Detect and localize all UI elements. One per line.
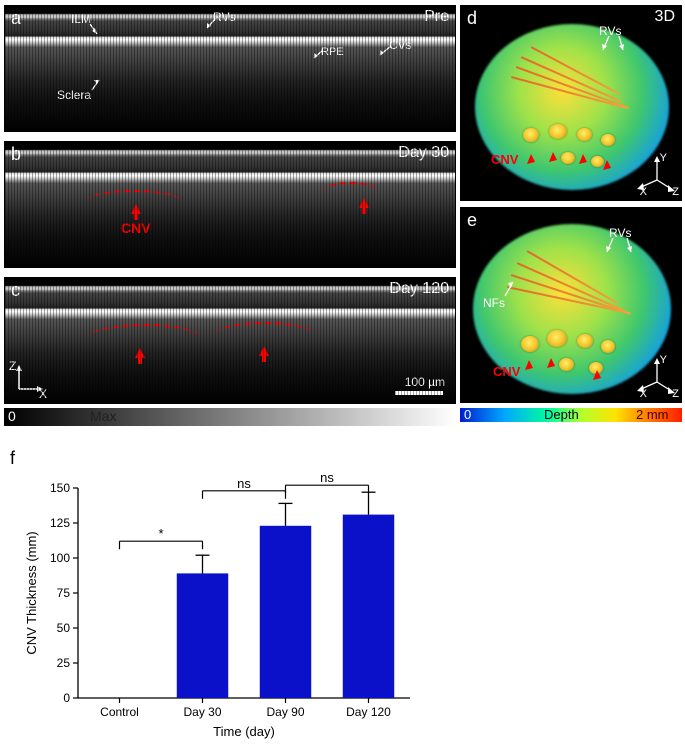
- cnv-thickness-chart: 0 25 50 75 100 125 150 CNV Thickness (mm) Contro…: [20, 460, 420, 750]
- arrow-cvs: [377, 46, 393, 60]
- panel-c-title: Day 120: [389, 280, 449, 298]
- axes-3d-d: [633, 152, 677, 196]
- cnv-arrow-b2: [357, 198, 371, 214]
- panel-a: a Pre ILM RVs RPE CVs Sclera: [4, 5, 456, 132]
- panel-c-label: c: [11, 280, 20, 301]
- panel-b-label: b: [11, 144, 21, 165]
- panel-b: b Day 30 CNV: [4, 141, 456, 268]
- annot-sclera: Sclera: [57, 88, 91, 102]
- scale-bar: [395, 391, 443, 395]
- grayscale-legend: [4, 408, 456, 426]
- svg-text:Control: Control: [100, 705, 139, 719]
- panel-a-title: Pre: [424, 8, 449, 26]
- panel-d: d 3D RVs CNV Y X Z: [460, 5, 682, 201]
- svg-text:25: 25: [57, 656, 71, 670]
- arrow-sclera: [89, 78, 103, 92]
- panel-c: c Day 120 Z X 100 µm: [4, 277, 456, 404]
- arrow-rpe: [311, 50, 325, 64]
- svg-text:125: 125: [50, 516, 70, 530]
- panel-d-title: 3D: [655, 8, 675, 26]
- cnv-arrow-c2: [257, 346, 271, 362]
- svg-text:*: *: [158, 526, 163, 541]
- axes-zx: [11, 361, 47, 397]
- annot-cnv-b: CNV: [121, 220, 151, 236]
- arrow-nfs-e: [501, 280, 517, 298]
- panel-e-label: e: [467, 210, 477, 231]
- svg-text:Time (day): Time (day): [213, 724, 275, 739]
- axes-3d-e: [633, 354, 677, 398]
- svg-text:100: 100: [50, 551, 70, 565]
- svg-text:ns: ns: [320, 470, 334, 485]
- svg-text:150: 150: [50, 481, 70, 495]
- svg-text:Day 90: Day 90: [266, 705, 304, 719]
- arrow-rvs-e: [605, 238, 633, 258]
- cnv-arrow-b1: [129, 204, 143, 220]
- cnv-arrow-c1: [133, 348, 147, 364]
- panel-f-label: f: [10, 448, 15, 469]
- panel-d-label: d: [467, 8, 477, 29]
- arrow-rvs-d: [601, 36, 625, 56]
- panel-e: e RVs NFs CNV Y X Z: [460, 207, 682, 403]
- arrow-rvs-a: [204, 18, 218, 32]
- arrow-ilm: [87, 24, 101, 38]
- svg-text:75: 75: [57, 586, 71, 600]
- cnv-outline-c2: [215, 322, 315, 348]
- svg-text:0: 0: [63, 691, 70, 705]
- svg-text:CNV Thickness (mm): CNV Thickness (mm): [24, 531, 39, 654]
- svg-text:Day 30: Day 30: [183, 705, 221, 719]
- svg-text:50: 50: [57, 621, 71, 635]
- arrow-cnv-e: [519, 350, 619, 384]
- arrow-cnv-d: [519, 144, 619, 174]
- panel-a-label: a: [11, 8, 21, 29]
- depth-legend: [460, 408, 682, 422]
- scale-label: 100 µm: [405, 375, 445, 389]
- panel-b-title: Day 30: [398, 144, 449, 162]
- svg-text:Day 120: Day 120: [346, 705, 391, 719]
- svg-text:ns: ns: [237, 476, 251, 491]
